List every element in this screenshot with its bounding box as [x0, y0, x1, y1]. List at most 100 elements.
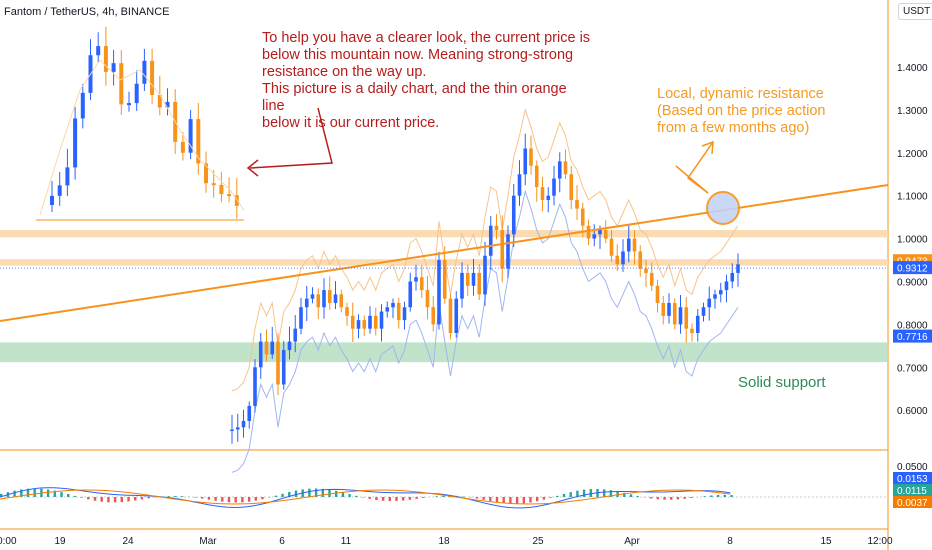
- macd-histogram-bar: [663, 497, 666, 500]
- macd-histogram-bar: [562, 493, 566, 497]
- macd-histogram-bar: [167, 496, 170, 497]
- macd-histogram-bar: [100, 497, 103, 502]
- macd-histogram-bar: [556, 495, 559, 497]
- macd-histogram-bar: [381, 497, 385, 501]
- candle-body: [333, 294, 338, 303]
- macd-histogram-bar: [723, 494, 726, 497]
- candle-body: [437, 260, 441, 325]
- candle-body: [276, 341, 280, 385]
- y-tick-label: 1.4000: [897, 63, 928, 74]
- macd-histogram-bar: [201, 497, 204, 499]
- macd-histogram-bar: [20, 489, 23, 497]
- macd-histogram-bar: [576, 490, 579, 497]
- candle-body: [396, 302, 401, 321]
- candle-body: [511, 195, 516, 235]
- y-tick-label: 1.2000: [897, 149, 928, 160]
- macd-histogram-bar: [127, 497, 130, 502]
- macd-histogram-bar: [462, 496, 465, 497]
- candle-body: [580, 208, 585, 226]
- candle-body: [575, 199, 579, 209]
- inset-candle: [150, 60, 155, 95]
- candle-body: [235, 427, 240, 430]
- macd-histogram-bar: [26, 488, 30, 497]
- x-tick-label: 6: [279, 536, 285, 547]
- macd-histogram-bar: [174, 495, 177, 497]
- candle-body: [408, 281, 413, 308]
- macd-histogram-bar: [395, 497, 398, 501]
- macd-histogram-bar: [422, 497, 425, 498]
- candle-body: [253, 367, 257, 406]
- macd-histogram-bar: [247, 497, 251, 502]
- candle-body: [684, 307, 689, 329]
- candle-body: [270, 341, 275, 355]
- macd-histogram-bar: [93, 497, 97, 501]
- candle-body: [425, 290, 430, 308]
- candle-body: [730, 272, 735, 282]
- candle-body: [379, 311, 384, 329]
- inset-candle: [134, 83, 139, 104]
- macd-histogram-bar: [676, 497, 680, 500]
- macd-histogram-bar: [73, 495, 77, 497]
- macd-histogram-bar: [13, 490, 16, 497]
- orange-arrow-head: [701, 140, 714, 155]
- dynamic-resistance-trendline: [0, 183, 889, 322]
- candle-body: [454, 298, 459, 333]
- inset-candle: [157, 94, 162, 108]
- macd-line: [0, 487, 731, 509]
- candle-body: [287, 341, 292, 351]
- x-tick-label: Apr: [624, 536, 640, 547]
- candle-body: [672, 302, 677, 325]
- resistance-note: Local, dynamic resistance (Based on the …: [657, 86, 826, 136]
- red-arrow-line: [249, 107, 333, 169]
- inset-candle: [180, 141, 185, 153]
- x-tick-label: 12:00: [867, 536, 892, 547]
- y-tick-label: 0.9000: [897, 278, 928, 289]
- macd-histogram-bar: [348, 494, 351, 497]
- macd-histogram-bar: [549, 497, 552, 498]
- macd-histogram-bar: [710, 495, 713, 497]
- macd-histogram-bar: [261, 497, 264, 500]
- inset-candle: [119, 63, 124, 105]
- x-tick-label: 19: [54, 536, 66, 547]
- currency-button[interactable]: USDT: [898, 3, 932, 20]
- price-label: 0.7716: [897, 332, 928, 343]
- candle-body: [350, 315, 355, 329]
- macd-histogram-bar: [415, 497, 418, 499]
- candle-body: [230, 429, 234, 432]
- candle-body: [385, 307, 390, 312]
- macd-histogram-bar: [335, 490, 338, 497]
- candle-body: [724, 281, 729, 291]
- candle-body: [316, 294, 321, 308]
- candle-body: [310, 294, 315, 299]
- macd-histogram-bar: [475, 497, 479, 499]
- macd-histogram-bar: [589, 489, 592, 497]
- candle-body: [667, 302, 671, 316]
- macd-histogram-bar: [234, 497, 237, 503]
- indicator-label-box: [893, 472, 932, 484]
- macd-histogram-bar: [536, 497, 539, 502]
- macd-histogram-bar: [368, 497, 371, 499]
- macd-histogram-bar: [328, 489, 331, 497]
- candle-body: [322, 290, 326, 308]
- inset-candle: [188, 119, 193, 153]
- macd-histogram-bar: [53, 490, 56, 497]
- candle-body: [391, 302, 395, 308]
- candle-body: [592, 234, 597, 239]
- macd-histogram-bar: [221, 497, 224, 502]
- candle-body: [299, 307, 303, 329]
- candle-body: [690, 328, 694, 333]
- indicator-tick-label: 0.0115: [897, 486, 927, 497]
- macd-histogram-bar: [690, 497, 693, 498]
- candle-body: [431, 307, 436, 325]
- candle-body: [626, 238, 631, 252]
- candle-body: [707, 298, 712, 308]
- macd-histogram-bar: [288, 492, 291, 497]
- candle-body: [632, 238, 637, 252]
- macd-histogram-bar: [274, 495, 278, 497]
- macd-histogram-bar: [80, 497, 83, 498]
- inset-candle: [127, 103, 131, 106]
- inset-candle: [211, 183, 216, 186]
- indicator-label-box: [893, 496, 932, 508]
- macd-histogram-bar: [214, 497, 217, 501]
